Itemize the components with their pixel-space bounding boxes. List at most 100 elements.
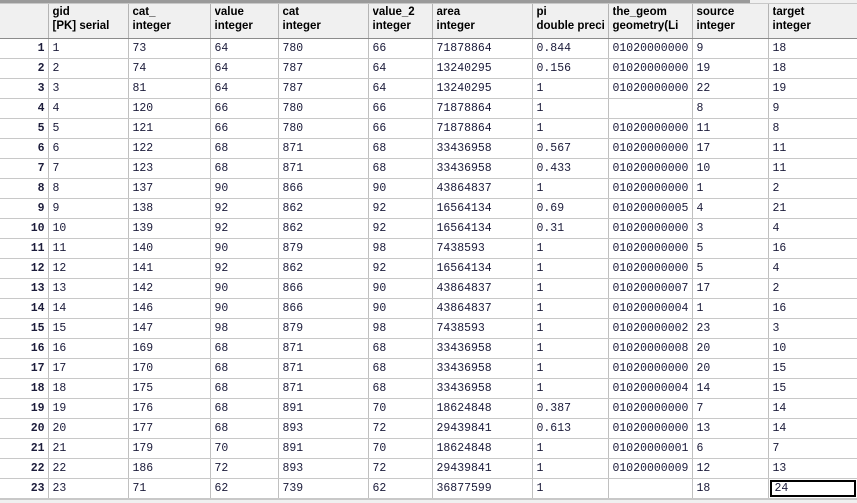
table-row[interactable]: 14 14 146 90 866 90 43864837 1 01020000004 1 16	[0, 298, 857, 319]
cell-value[interactable]: 68	[210, 378, 279, 399]
table-row[interactable]: 23 23 71 62 739 62 36877599 1 18 24	[0, 478, 857, 499]
cell-source[interactable]: 3	[692, 218, 769, 239]
column-header-cat[interactable]: cat integer	[278, 4, 369, 39]
cell-value_2[interactable]: 70	[368, 398, 433, 419]
table-row[interactable]: 12 12 141 92 862 92 16564134 1 01020000000 5 4	[0, 258, 857, 279]
cell-pi[interactable]: 1	[532, 238, 609, 259]
cell-value[interactable]: 70	[210, 438, 279, 459]
cell-cat[interactable]: 862	[278, 258, 369, 279]
cell-area[interactable]: 29439841	[432, 458, 533, 479]
cell-value_2[interactable]: 62	[368, 478, 433, 499]
cell-area[interactable]: 33436958	[432, 378, 533, 399]
table-row[interactable]: 10 10 139 92 862 92 16564134 0.31 01020000000 3 4	[0, 218, 857, 239]
cell-pi[interactable]: 1	[532, 258, 609, 279]
cell-cat_[interactable]: 175	[128, 378, 211, 399]
row-number-cell[interactable]: 5	[0, 118, 49, 139]
cell-source[interactable]: 23	[692, 318, 769, 339]
cell-value[interactable]: 90	[210, 238, 279, 259]
cell-pi[interactable]: 0.156	[532, 58, 609, 79]
cell-value[interactable]: 98	[210, 318, 279, 339]
cell-area[interactable]: 33436958	[432, 138, 533, 159]
cell-the_geom[interactable]: 01020000000	[608, 178, 693, 199]
cell-source[interactable]: 6	[692, 438, 769, 459]
cell-pi[interactable]: 0.387	[532, 398, 609, 419]
cell-value[interactable]: 68	[210, 398, 279, 419]
cell-area[interactable]: 16564134	[432, 258, 533, 279]
cell-value_2[interactable]: 72	[368, 458, 433, 479]
cell-cat_[interactable]: 177	[128, 418, 211, 439]
cell-pi[interactable]: 1	[532, 278, 609, 299]
cell-cat[interactable]: 780	[278, 118, 369, 139]
cell-gid[interactable]: 15	[48, 318, 129, 339]
cell-the_geom[interactable]	[608, 98, 693, 119]
cell-value[interactable]: 68	[210, 418, 279, 439]
cell-cat[interactable]: 787	[278, 78, 369, 99]
cell-the_geom[interactable]: 01020000000	[608, 78, 693, 99]
cell-source[interactable]: 19	[692, 58, 769, 79]
column-header-source[interactable]: source integer	[692, 4, 769, 39]
cell-the_geom[interactable]: 01020000004	[608, 298, 693, 319]
cell-cat[interactable]: 891	[278, 438, 369, 459]
cell-value[interactable]: 68	[210, 338, 279, 359]
row-number-cell[interactable]: 19	[0, 398, 49, 419]
cell-cat[interactable]: 866	[278, 278, 369, 299]
cell-target[interactable]: 18	[768, 38, 857, 59]
row-number-cell[interactable]: 10	[0, 218, 49, 239]
cell-area[interactable]: 43864837	[432, 278, 533, 299]
row-number-cell[interactable]: 8	[0, 178, 49, 199]
cell-cat[interactable]: 879	[278, 318, 369, 339]
cell-value_2[interactable]: 68	[368, 378, 433, 399]
cell-gid[interactable]: 22	[48, 458, 129, 479]
cell-target[interactable]: 11	[768, 138, 857, 159]
table-row[interactable]: 1 1 73 64 780 66 71878864 0.844 01020000000 9 18	[0, 38, 857, 59]
cell-gid[interactable]: 10	[48, 218, 129, 239]
cell-cat_[interactable]: 137	[128, 178, 211, 199]
cell-pi[interactable]: 1	[532, 358, 609, 379]
cell-cat_[interactable]: 170	[128, 358, 211, 379]
cell-cat[interactable]: 879	[278, 238, 369, 259]
cell-value[interactable]: 72	[210, 458, 279, 479]
cell-the_geom[interactable]: 01020000000	[608, 38, 693, 59]
cell-the_geom[interactable]: 01020000000	[608, 158, 693, 179]
cell-cat[interactable]: 893	[278, 458, 369, 479]
cell-value_2[interactable]: 92	[368, 218, 433, 239]
cell-value[interactable]: 92	[210, 218, 279, 239]
row-number-cell[interactable]: 9	[0, 198, 49, 219]
table-row[interactable]: 22 22 186 72 893 72 29439841 1 01020000009 12 13	[0, 458, 857, 479]
cell-area[interactable]: 33436958	[432, 338, 533, 359]
cell-value[interactable]: 68	[210, 158, 279, 179]
cell-cat_[interactable]: 147	[128, 318, 211, 339]
cell-target[interactable]: 3	[768, 318, 857, 339]
cell-source[interactable]: 13	[692, 418, 769, 439]
cell-value_2[interactable]: 68	[368, 158, 433, 179]
cell-value_2[interactable]: 90	[368, 278, 433, 299]
cell-value_2[interactable]: 66	[368, 38, 433, 59]
cell-area[interactable]: 33436958	[432, 358, 533, 379]
row-number-cell[interactable]: 13	[0, 278, 49, 299]
cell-gid[interactable]: 11	[48, 238, 129, 259]
cell-cat[interactable]: 871	[278, 338, 369, 359]
cell-gid[interactable]: 21	[48, 438, 129, 459]
cell-gid[interactable]: 16	[48, 338, 129, 359]
row-number-cell[interactable]: 14	[0, 298, 49, 319]
cell-cat[interactable]: 739	[278, 478, 369, 499]
cell-target[interactable]: 2	[768, 278, 857, 299]
cell-the_geom[interactable]: 01020000000	[608, 238, 693, 259]
cell-cat_[interactable]: 140	[128, 238, 211, 259]
cell-target[interactable]: 9	[768, 98, 857, 119]
cell-cat[interactable]: 871	[278, 158, 369, 179]
cell-source[interactable]: 17	[692, 278, 769, 299]
cell-source[interactable]: 20	[692, 338, 769, 359]
column-header-value[interactable]: value integer	[210, 4, 279, 39]
cell-cat[interactable]: 862	[278, 198, 369, 219]
column-header-gid[interactable]: gid [PK] serial	[48, 4, 129, 39]
cell-the_geom[interactable]: 01020000005	[608, 198, 693, 219]
cell-target[interactable]: 19	[768, 78, 857, 99]
cell-value[interactable]: 64	[210, 78, 279, 99]
cell-gid[interactable]: 9	[48, 198, 129, 219]
column-header-value_2[interactable]: value_2 integer	[368, 4, 433, 39]
cell-pi[interactable]: 1	[532, 98, 609, 119]
cell-pi[interactable]: 1	[532, 338, 609, 359]
cell-the_geom[interactable]: 01020000009	[608, 458, 693, 479]
table-row[interactable]: 6 6 122 68 871 68 33436958 0.567 01020000000 17 11	[0, 138, 857, 159]
